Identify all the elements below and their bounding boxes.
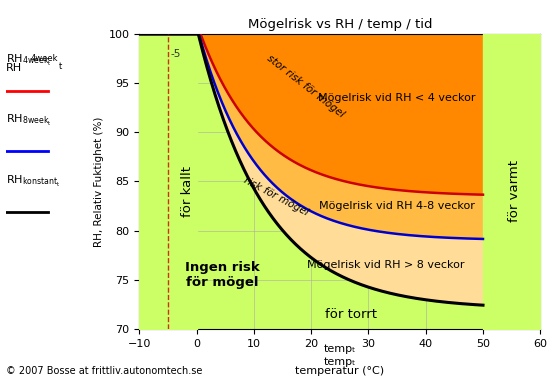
Text: RH: RH xyxy=(6,63,22,73)
Text: © 2007 Bosse at frittliv.autonomtech.se: © 2007 Bosse at frittliv.autonomtech.se xyxy=(6,366,202,376)
Text: 4week: 4week xyxy=(31,54,58,63)
Text: t: t xyxy=(58,62,62,71)
Text: Mögelrisk vid RH > 8 veckor: Mögelrisk vid RH > 8 veckor xyxy=(307,260,465,270)
Text: tempₜ: tempₜ xyxy=(324,344,356,353)
Title: Mögelrisk vs RH / temp / tid: Mögelrisk vs RH / temp / tid xyxy=(247,19,432,31)
Text: tempₜ: tempₜ xyxy=(324,357,356,367)
Text: för torrt: för torrt xyxy=(325,308,377,321)
Text: RH$_\mathregular{konstant_t}$: RH$_\mathregular{konstant_t}$ xyxy=(6,174,60,189)
Text: temperatur (°C): temperatur (°C) xyxy=(295,366,384,376)
Text: stor risk för mögel: stor risk för mögel xyxy=(265,53,346,119)
Text: RH$_\mathregular{8week_t}$: RH$_\mathregular{8week_t}$ xyxy=(6,113,51,129)
Text: Ingen risk
för mögel: Ingen risk för mögel xyxy=(185,261,260,289)
Text: RH$_\mathregular{4week_t}$: RH$_\mathregular{4week_t}$ xyxy=(6,53,51,68)
Text: Mögelrisk vid RH < 4 veckor: Mögelrisk vid RH < 4 veckor xyxy=(318,93,476,103)
Text: för varmt: för varmt xyxy=(508,160,521,222)
Text: -5: -5 xyxy=(170,49,180,59)
Text: Mögelrisk vid RH 4-8 veckor: Mögelrisk vid RH 4-8 veckor xyxy=(319,201,475,211)
Y-axis label: RH, Relativ Fuktighet (%): RH, Relativ Fuktighet (%) xyxy=(94,116,104,246)
Text: risk för mögel: risk för mögel xyxy=(242,175,310,218)
Text: för kallt: för kallt xyxy=(182,166,194,217)
